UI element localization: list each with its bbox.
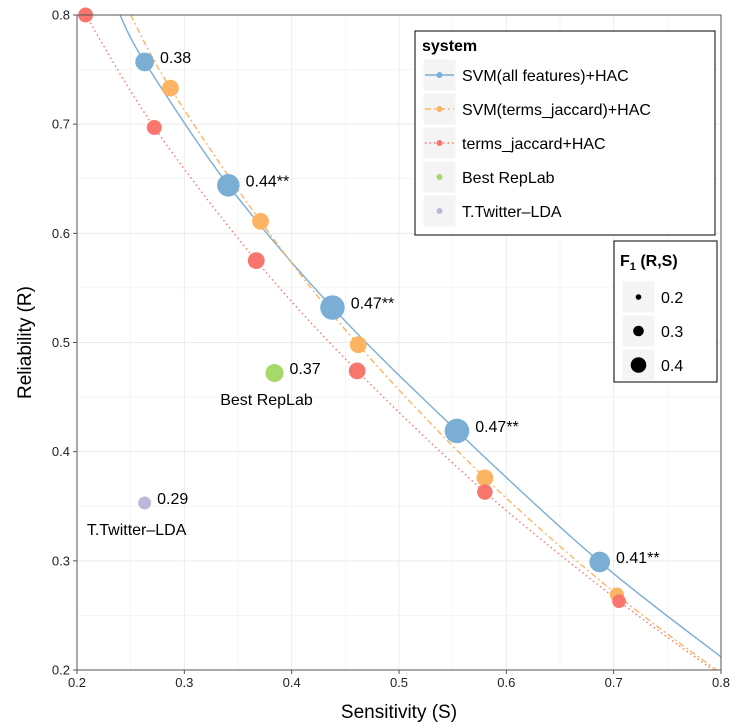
size-legend-label: 0.3 [661,324,683,341]
data-point [161,79,179,97]
point-labels: 0.38 0.44** 0.47** 0.47** 0.41** 0.37 Best Rep… [87,50,660,567]
legend-key-point [436,208,443,214]
legend-entry-label: Best RepLab [462,170,555,187]
size-key-dot [633,325,644,337]
size-key-dot [635,294,642,300]
legend-title: system [422,38,477,55]
legend-box [414,30,716,236]
legend-entry-label: terms_jaccard+HAC [462,136,606,153]
data-point [477,484,493,500]
point-label: 0.37 [290,361,321,378]
y-tick-label: 0.8 [52,8,70,23]
data-point [265,364,284,383]
data-point [247,252,265,270]
x-tick-label: 0.7 [605,675,623,690]
point-name-label: Best RepLab [220,392,313,409]
legend-key-point [436,140,443,146]
x-tick-label: 0.5 [390,675,408,690]
point-label: 0.41** [616,550,660,567]
y-axis-title: Reliability (R) [15,286,36,399]
y-tick-label: 0.2 [52,663,70,678]
y-tick-label: 0.4 [52,444,70,459]
y-tick-label: 0.5 [52,335,70,350]
data-point [217,174,240,197]
legend-entry-label: SVM(terms_jaccard)+HAC [462,102,651,119]
data-point [444,418,470,444]
point-label: 0.29 [157,491,188,508]
x-tick-label: 0.2 [68,675,86,690]
data-point [612,594,626,609]
x-tick-label: 0.3 [175,675,193,690]
x-tick-label: 0.6 [497,675,515,690]
point-name-label: T.Twitter–LDA [87,522,187,539]
data-point [320,295,345,320]
y-tick-label: 0.3 [52,553,70,568]
legend-key-point [436,106,443,112]
data-points [78,7,626,609]
data-point [349,336,367,354]
system-legend: system SVM(all features)+HAC SVM(terms_jac… [414,30,716,236]
f1-size-legend: F1 (R,S) 0.2 0.3 0.4 [613,240,718,383]
size-key-dot [630,357,647,373]
x-axis-title: Sensitivity (S) [341,702,457,723]
data-point [146,120,162,135]
x-tick-label: 0.8 [712,675,730,690]
legend-entry-label: SVM(all features)+HAC [462,68,629,85]
legend-key-point [436,174,443,180]
legend-entry-label: T.Twitter–LDA [462,204,562,221]
data-point [135,52,154,72]
data-point [589,551,611,573]
point-label: 0.44** [246,173,290,190]
legend-key-point [436,72,443,78]
y-axis-ticks: 0.2 0.3 0.4 0.5 0.6 0.7 0.8 [52,8,77,678]
size-legend-title: F1 (R,S) [620,253,678,273]
size-legend-label: 0.2 [661,290,683,307]
data-point [476,469,494,487]
point-label: 0.47** [475,419,519,436]
point-label: 0.38 [160,50,191,67]
x-axis-ticks: 0.2 0.3 0.4 0.5 0.6 0.7 0.8 [68,670,730,690]
data-point [138,496,152,510]
data-point [348,362,366,380]
y-tick-label: 0.7 [52,117,70,132]
size-legend-label: 0.4 [661,358,683,375]
data-point [252,212,269,230]
point-label: 0.47** [351,296,395,313]
x-tick-label: 0.4 [283,675,301,690]
y-tick-label: 0.6 [52,226,70,241]
